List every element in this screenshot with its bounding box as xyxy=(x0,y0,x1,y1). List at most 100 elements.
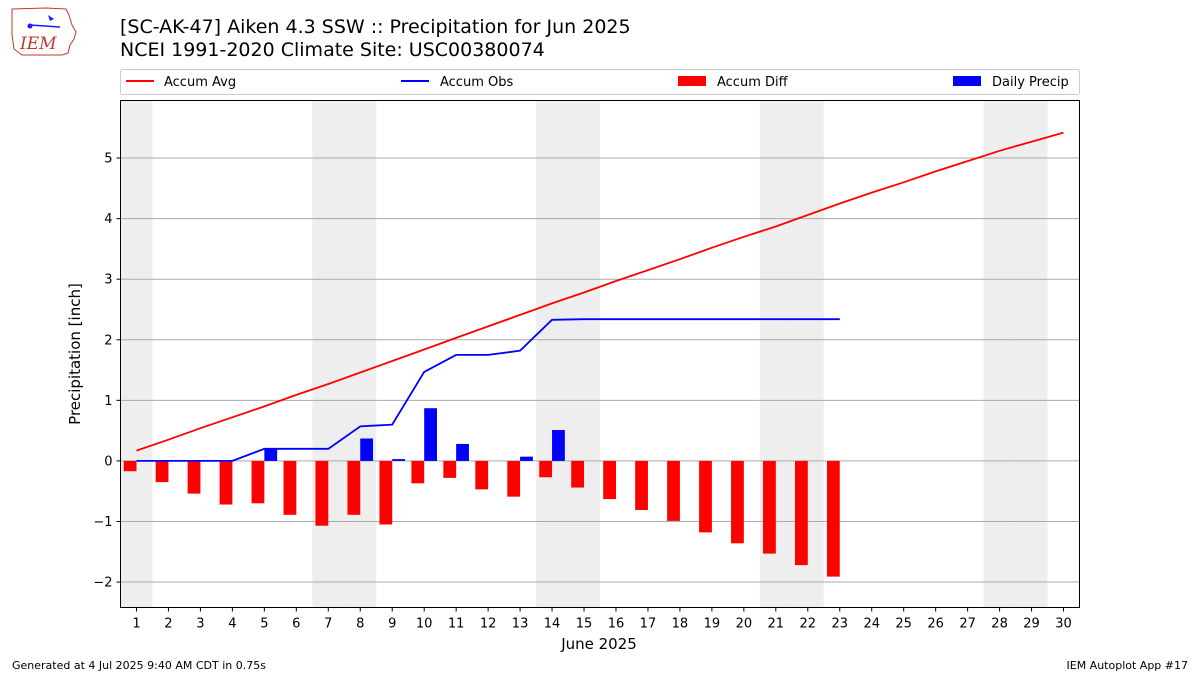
daily-precip-bar xyxy=(456,443,469,461)
x-tick-label: 24 xyxy=(863,617,880,632)
x-tick-label: 6 xyxy=(292,617,300,632)
x-tick-label: 26 xyxy=(927,617,944,632)
x-tick-label: 20 xyxy=(736,617,753,632)
accum-obs-line xyxy=(136,318,840,462)
logo-text: IEM xyxy=(19,34,57,54)
y-tick-label: 1 xyxy=(104,394,112,409)
accum-diff-bar xyxy=(411,460,425,484)
accum-diff-bar xyxy=(219,460,233,505)
x-tick-label: 5 xyxy=(260,617,268,632)
y-tick-label: 2 xyxy=(104,333,112,348)
accum-diff-bars xyxy=(123,460,840,577)
accum-diff-bar xyxy=(251,460,265,504)
legend-accum-avg-label: Accum Avg xyxy=(164,75,236,90)
x-tick-label: 7 xyxy=(324,617,332,632)
x-tick-label: 28 xyxy=(991,617,1008,632)
x-tick-label: 9 xyxy=(388,617,396,632)
footer-app: IEM Autoplot App #17 xyxy=(1066,659,1189,672)
accum-diff-bar xyxy=(507,460,521,497)
x-tick-label: 17 xyxy=(640,617,657,632)
accum-diff-bar xyxy=(539,460,553,478)
weekend-shade-day-7 xyxy=(312,100,345,608)
accum-diff-bar xyxy=(571,460,585,488)
x-tick-label: 21 xyxy=(768,617,785,632)
x-tick-label: 3 xyxy=(196,617,204,632)
accum-diff-bar xyxy=(731,460,744,544)
weekend-shade-day-29 xyxy=(1015,100,1048,608)
y-axis-label: Precipitation [inch] xyxy=(66,283,84,425)
chart-subtitle: NCEI 1991-2020 Climate Site: USC00380074 xyxy=(120,39,545,61)
y-tick-label: 3 xyxy=(104,273,112,288)
accum-diff-bar xyxy=(443,460,457,478)
y-tick-label: 5 xyxy=(104,152,112,167)
y-tick-label: 0 xyxy=(104,454,112,469)
weekend-shade-day-15 xyxy=(568,100,600,608)
daily-precip-bar xyxy=(424,408,437,461)
accum-diff-bar xyxy=(699,460,712,533)
x-axis-ticks: 1 2 3 4 5 6 7 8 9 10 11 12 13 14 15 16 17 18 19 20 21 22 23 24 2… xyxy=(132,607,1072,632)
x-tick-label: 10 xyxy=(416,617,433,632)
chart-title: [SC-AK-47] Aiken 4.3 SSW :: Precipitatio… xyxy=(120,16,631,38)
weekend-shading xyxy=(120,100,1048,608)
y-tick-label: −1 xyxy=(93,515,112,530)
accum-diff-bar xyxy=(763,460,776,554)
x-tick-label: 22 xyxy=(800,617,817,632)
x-tick-label: 11 xyxy=(448,617,465,632)
daily-precip-bar xyxy=(264,448,278,461)
gridlines xyxy=(120,157,1080,583)
x-tick-label: 30 xyxy=(1055,617,1072,632)
accum-diff-bar xyxy=(667,460,680,521)
x-tick-label: 18 xyxy=(672,617,689,632)
x-tick-label: 2 xyxy=(164,617,172,632)
plot-frame xyxy=(120,100,1080,608)
legend: Accum Avg Accum Obs Accum Diff Daily Pre… xyxy=(120,69,1080,95)
y-tick-label: −2 xyxy=(93,576,112,591)
x-tick-label: 8 xyxy=(356,617,364,632)
weekend-shade-day-1 xyxy=(120,100,153,608)
legend-box xyxy=(120,69,1080,95)
y-tick-label: 4 xyxy=(104,212,112,227)
weekend-shade-day-8 xyxy=(344,100,377,608)
daily-precip-bars xyxy=(264,408,565,461)
legend-accum-obs-label: Accum Obs xyxy=(440,75,513,90)
accum-diff-bar xyxy=(347,460,361,515)
legend-accum-diff-symbol xyxy=(678,76,706,86)
accum-diff-bar xyxy=(283,460,297,515)
weekend-shade-day-14 xyxy=(536,100,569,608)
x-tick-label: 29 xyxy=(1023,617,1040,632)
x-tick-label: 12 xyxy=(480,617,497,632)
accum-diff-bar xyxy=(603,460,616,500)
accum-diff-bar xyxy=(794,460,808,566)
accum-diff-bar xyxy=(635,460,648,510)
daily-precip-bar xyxy=(360,438,374,461)
y-axis-ticks: −2 −1 0 1 2 3 4 5 xyxy=(93,152,121,591)
daily-precip-bar xyxy=(552,430,565,461)
x-tick-label: 1 xyxy=(132,617,140,632)
footer-generated: Generated at 4 Jul 2025 9:40 AM CDT in 0… xyxy=(12,659,266,672)
daily-precip-bar xyxy=(520,456,533,461)
x-tick-label: 19 xyxy=(704,617,721,632)
x-tick-label: 27 xyxy=(959,617,976,632)
accum-diff-bar xyxy=(315,460,329,526)
x-tick-label: 25 xyxy=(895,617,912,632)
x-axis-label: June 2025 xyxy=(560,635,637,653)
accum-diff-bar xyxy=(155,460,169,483)
legend-daily-precip-symbol xyxy=(953,76,981,86)
accum-diff-bar xyxy=(826,460,840,577)
weekend-shade-day-28 xyxy=(983,100,1016,608)
daily-precip-bar xyxy=(392,459,406,461)
x-tick-label: 15 xyxy=(576,617,593,632)
accum-diff-bar xyxy=(475,460,489,490)
x-tick-label: 16 xyxy=(608,617,625,632)
x-tick-label: 23 xyxy=(831,617,848,632)
accum-diff-bar xyxy=(379,460,393,525)
accum-avg-line xyxy=(136,131,1064,452)
accum-diff-bar xyxy=(123,460,137,472)
x-tick-label: 4 xyxy=(228,617,236,632)
iem-logo: IEM xyxy=(8,5,80,59)
legend-accum-diff-label: Accum Diff xyxy=(717,75,789,90)
x-tick-label: 13 xyxy=(512,617,529,632)
x-tick-label: 14 xyxy=(544,617,561,632)
legend-daily-precip-label: Daily Precip xyxy=(992,75,1069,90)
